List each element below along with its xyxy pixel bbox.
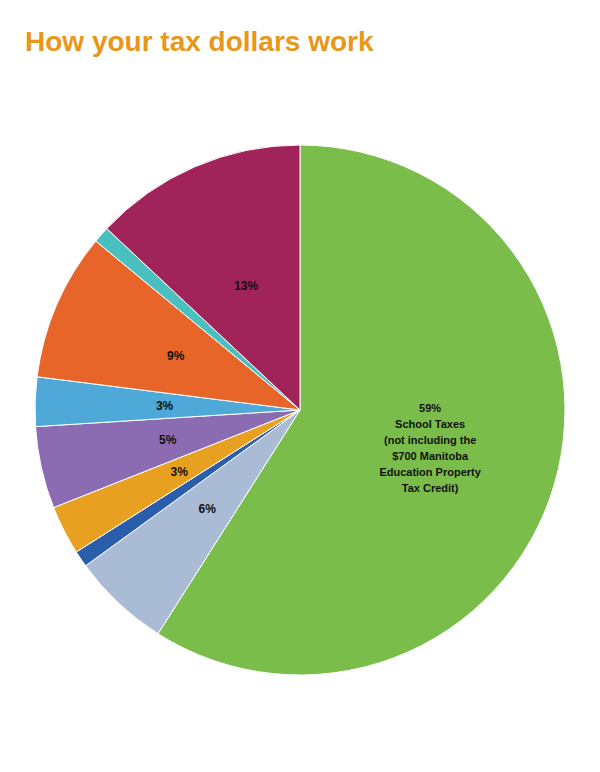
svg-text:6%: 6%: [199, 502, 217, 516]
svg-text:13%: 13%: [234, 279, 258, 293]
svg-text:59%: 59%: [419, 402, 441, 414]
svg-text:5%: 5%: [159, 433, 177, 447]
svg-text:9%: 9%: [167, 349, 185, 363]
svg-text:3%: 3%: [156, 399, 174, 413]
svg-text:$700 Manitoba: $700 Manitoba: [392, 450, 469, 462]
svg-text:(not including the: (not including the: [384, 434, 476, 446]
svg-text:Education Property: Education Property: [379, 466, 481, 478]
svg-text:How your tax dollars work: How your tax dollars work: [25, 26, 374, 57]
svg-text:School Taxes: School Taxes: [395, 418, 465, 430]
svg-text:Tax Credit): Tax Credit): [402, 482, 459, 494]
svg-text:3%: 3%: [171, 465, 189, 479]
